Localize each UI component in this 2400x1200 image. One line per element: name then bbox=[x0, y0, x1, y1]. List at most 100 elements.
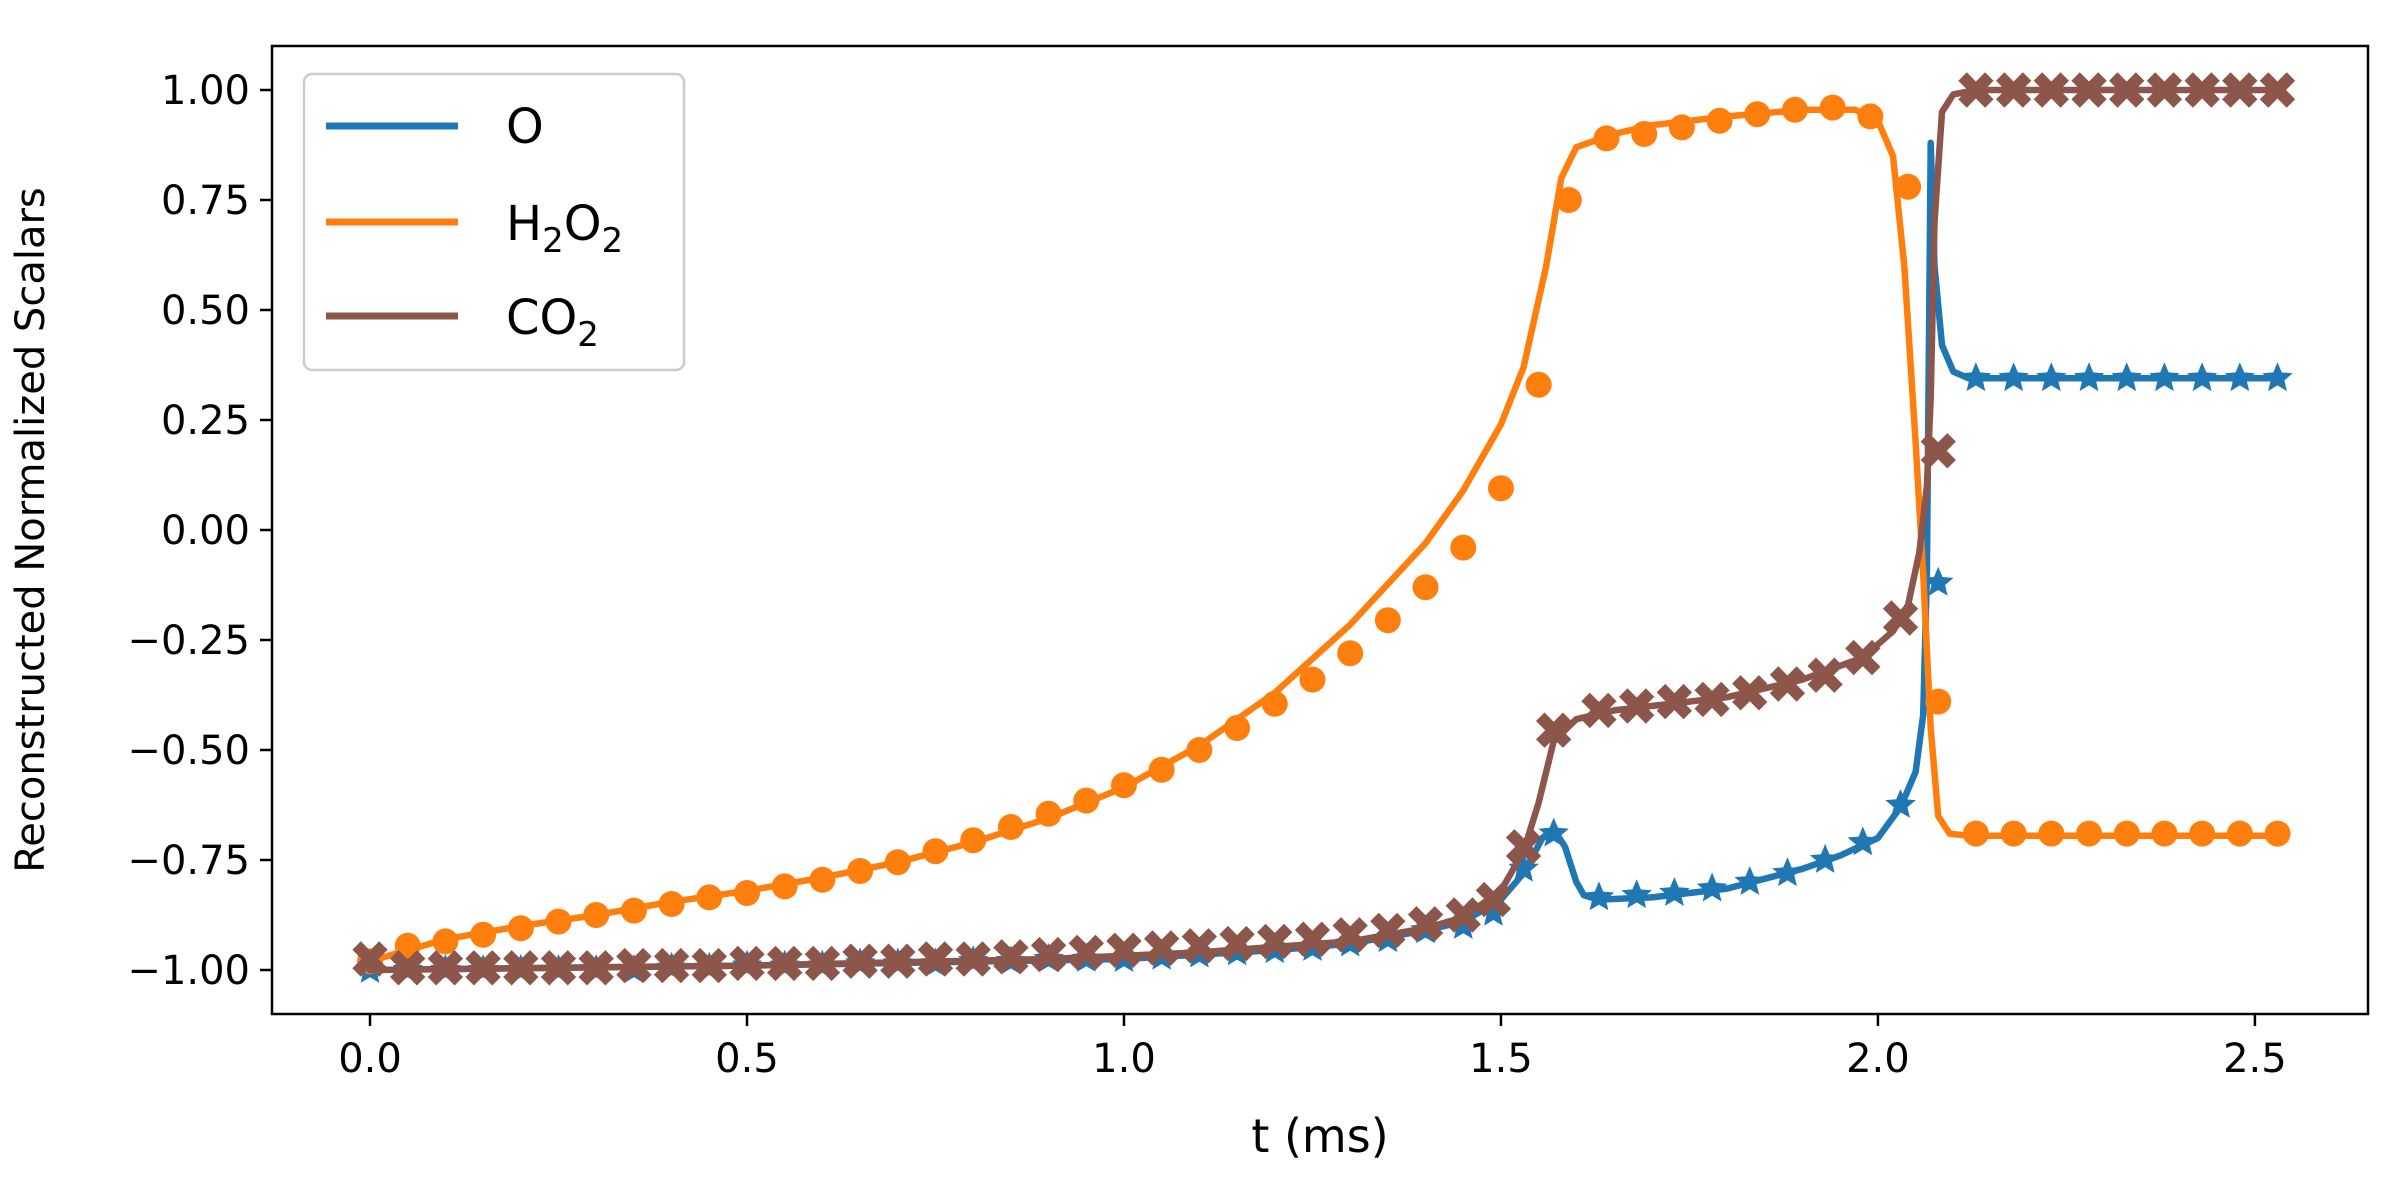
data-point-h2o2 bbox=[1337, 640, 1364, 667]
data-point-h2o2 bbox=[1450, 534, 1477, 561]
data-point-co2 bbox=[1769, 666, 1806, 702]
data-point-co2 bbox=[1407, 906, 1444, 942]
data-point-h2o2 bbox=[1895, 173, 1922, 200]
data-point-co2 bbox=[1619, 688, 1655, 724]
y-axis-ticks: 1.00 0.75 0.50 0.25 0.00 −0.25 −0.50 −0.75 −1.00 bbox=[127, 68, 272, 994]
data-point-h2o2 bbox=[2076, 820, 2103, 847]
data-point-h2o2 bbox=[1186, 737, 1213, 763]
data-point-h2o2 bbox=[2038, 820, 2065, 847]
x-tick-label: 2.0 bbox=[1846, 1036, 1910, 1082]
data-point-h2o2 bbox=[884, 849, 911, 876]
data-point-co2 bbox=[2259, 72, 2296, 108]
data-point-co2 bbox=[993, 939, 1029, 975]
data-point-h2o2 bbox=[1374, 607, 1401, 634]
data-point-o bbox=[2224, 362, 2255, 392]
series-h2o2 bbox=[357, 94, 2291, 975]
data-point-co2 bbox=[1181, 928, 1217, 964]
data-point-h2o2 bbox=[1668, 114, 1695, 141]
data-point-co2 bbox=[2222, 72, 2258, 108]
y-tick-label: −0.75 bbox=[127, 838, 250, 884]
legend-box bbox=[302, 72, 686, 372]
data-point-co2 bbox=[842, 943, 878, 979]
data-point-co2 bbox=[1656, 683, 1692, 720]
x-tick-label: 0.0 bbox=[338, 1036, 402, 1082]
data-point-co2 bbox=[955, 941, 991, 977]
data-point-o bbox=[1885, 789, 1916, 818]
data-point-o bbox=[1621, 879, 1652, 909]
data-point-h2o2 bbox=[1744, 101, 1771, 128]
data-point-o bbox=[1772, 857, 1803, 887]
y-tick-label: 0.50 bbox=[161, 288, 250, 334]
data-point-h2o2 bbox=[1148, 756, 1175, 783]
data-point-h2o2 bbox=[470, 921, 497, 948]
data-point-co2 bbox=[2071, 72, 2107, 108]
data-point-h2o2 bbox=[2189, 820, 2216, 847]
x-tick-label: 1.0 bbox=[1092, 1036, 1156, 1082]
legend-label-co2: CO2 bbox=[506, 290, 599, 355]
data-point-h2o2 bbox=[1525, 371, 1552, 398]
data-point-co2 bbox=[352, 941, 388, 977]
data-point-o bbox=[2149, 362, 2180, 392]
data-point-o bbox=[1998, 362, 2029, 392]
data-point-co2 bbox=[1030, 936, 1067, 973]
data-point-h2o2 bbox=[432, 928, 459, 955]
y-tick-label: 0.25 bbox=[161, 398, 250, 444]
data-point-h2o2 bbox=[1487, 475, 1514, 502]
data-point-co2 bbox=[390, 950, 426, 986]
data-point-co2 bbox=[465, 950, 501, 986]
data-point-h2o2 bbox=[545, 908, 572, 935]
legend: O H2O2 CO2 bbox=[302, 72, 686, 372]
data-point-h2o2 bbox=[2000, 820, 2027, 847]
data-point-o bbox=[1847, 826, 1879, 856]
data-point-o bbox=[1734, 866, 1765, 895]
data-point-o bbox=[1508, 852, 1539, 882]
data-point-o bbox=[1659, 877, 1690, 906]
data-point-co2 bbox=[1445, 897, 1481, 933]
data-point-co2 bbox=[804, 945, 841, 982]
data-point-h2o2 bbox=[809, 866, 836, 893]
data-point-co2 bbox=[1505, 829, 1542, 865]
data-point-co2 bbox=[2184, 72, 2220, 108]
data-point-o bbox=[2111, 362, 2142, 392]
data-point-h2o2 bbox=[847, 858, 874, 884]
data-point-co2 bbox=[2146, 72, 2183, 108]
data-point-co2 bbox=[1332, 917, 1368, 953]
x-tick-label: 0.5 bbox=[715, 1036, 779, 1082]
data-point-h2o2 bbox=[620, 897, 647, 924]
y-tick-label: 1.00 bbox=[161, 68, 250, 114]
data-point-h2o2 bbox=[2113, 820, 2140, 847]
data-point-h2o2 bbox=[696, 884, 723, 911]
data-point-co2 bbox=[1068, 934, 1104, 971]
data-point-h2o2 bbox=[1857, 103, 1884, 130]
data-point-h2o2 bbox=[1962, 820, 1989, 847]
data-point-co2 bbox=[880, 943, 916, 979]
data-point-h2o2 bbox=[2264, 820, 2291, 847]
data-point-h2o2 bbox=[1706, 107, 1733, 134]
data-point-co2 bbox=[578, 950, 614, 986]
data-point-h2o2 bbox=[1224, 715, 1251, 741]
y-axis-label: Reconstructed Normalized Scalars bbox=[8, 187, 54, 873]
data-point-h2o2 bbox=[1555, 187, 1582, 213]
data-point-h2o2 bbox=[1781, 96, 1808, 123]
data-point-o bbox=[1448, 910, 1479, 939]
data-point-co2 bbox=[540, 950, 577, 986]
data-point-co2 bbox=[1732, 675, 1768, 711]
data-point-co2 bbox=[1694, 681, 1730, 718]
data-point-o bbox=[1809, 844, 1841, 873]
data-point-h2o2 bbox=[1110, 772, 1137, 799]
data-point-co2 bbox=[1807, 657, 1843, 693]
data-point-co2 bbox=[1996, 72, 2032, 108]
data-point-co2 bbox=[1219, 925, 1255, 962]
data-point-o bbox=[1923, 566, 1954, 596]
data-point-h2o2 bbox=[2151, 820, 2178, 847]
data-point-h2o2 bbox=[2226, 820, 2253, 847]
data-point-o bbox=[1960, 362, 1992, 392]
data-point-o bbox=[2073, 362, 2105, 392]
data-point-co2 bbox=[729, 945, 765, 982]
y-tick-label: −0.50 bbox=[127, 728, 250, 774]
data-point-co2 bbox=[616, 947, 652, 984]
data-point-co2 bbox=[691, 947, 727, 984]
data-point-co2 bbox=[2109, 72, 2145, 108]
data-point-h2o2 bbox=[1593, 125, 1620, 152]
data-point-o bbox=[2036, 362, 2067, 392]
